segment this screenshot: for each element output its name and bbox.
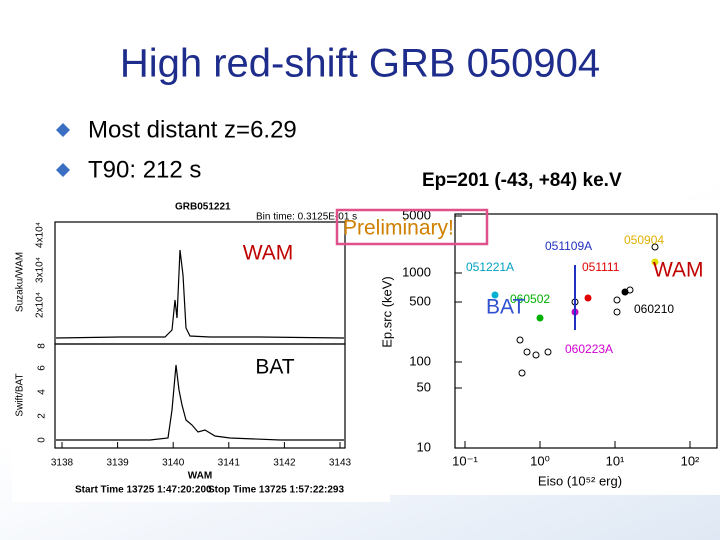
data-points xyxy=(491,243,659,377)
bullet-icon xyxy=(56,163,70,177)
amati-plot: Ep.src (keV) Eiso (10⁵² erg) 50001000500… xyxy=(379,200,720,495)
start-time: Start Time 13725 1:47:20:200 xyxy=(75,485,212,496)
x-axis-label: Eiso (10⁵² erg) xyxy=(538,473,622,488)
annotation-box xyxy=(335,208,489,246)
wam-curve xyxy=(55,249,345,339)
panel-label: WAM xyxy=(243,242,294,265)
annotation: Preliminary! xyxy=(343,217,454,240)
bin-time: Bin time: 0.3125E-01 s xyxy=(256,212,357,223)
x-tick-label: 10² xyxy=(681,453,700,468)
y-tick-label: 6 xyxy=(37,365,48,371)
x-tick-label: 3140 xyxy=(162,458,185,469)
x-tick-label: 10⁻¹ xyxy=(452,453,478,468)
grb-label: 060210 xyxy=(634,302,674,316)
x-tick-label: 10¹ xyxy=(606,453,625,468)
y-axis-label: Suzaku/WAM xyxy=(15,252,26,312)
y-tick-label: 3x10⁴ xyxy=(35,257,46,283)
stop-time: Stop Time 13725 1:57:22:293 xyxy=(208,485,344,496)
grb-label: 051111 xyxy=(582,260,620,274)
bat-label: BAT xyxy=(486,296,525,319)
y-axis-label: Swift/BAT xyxy=(15,373,26,416)
y-tick-label: 0 xyxy=(37,437,48,443)
bullet-icon xyxy=(56,123,70,137)
y-tick-label: 100 xyxy=(409,353,431,368)
bat-curve xyxy=(56,364,344,441)
x-tick-label: 3138 xyxy=(51,458,74,469)
light-curve: GRB051221 Bin time: 0.3125E-01 s WAM BAT… xyxy=(12,196,390,502)
x-tick-label: 10⁰ xyxy=(530,453,550,468)
grb-label: 060502 xyxy=(510,292,550,306)
grb-label: 051109A xyxy=(545,239,592,253)
plot-title: GRB051221 xyxy=(175,202,231,213)
slide-title: High red-shift GRB 050904 xyxy=(120,42,600,86)
grb-label: 060223A xyxy=(565,342,613,356)
y-tick-label: 10 xyxy=(417,439,431,454)
x-tick-label: 3143 xyxy=(329,458,352,469)
panel-label: BAT xyxy=(255,356,294,379)
x-tick-label: 3141 xyxy=(218,458,241,469)
y-axis-label: Ep.src (keV) xyxy=(379,276,394,348)
y-tick-label: 1000 xyxy=(402,264,431,279)
y-tick-label: 8 xyxy=(37,343,48,349)
grb-label: 051221A xyxy=(466,260,514,274)
bullet: T90: 212 s xyxy=(88,156,201,183)
bullet: Most distant z=6.29 xyxy=(88,116,297,143)
y-tick-label: 2 xyxy=(37,413,48,419)
x-tick-label: 3139 xyxy=(106,458,129,469)
y-tick-label: 4x10⁴ xyxy=(35,222,46,248)
panel-frame xyxy=(54,343,346,449)
image-bg xyxy=(12,196,390,502)
wam-label: WAM xyxy=(653,259,704,282)
y-tick-label: 2x10⁴ xyxy=(35,292,46,318)
y-tick-label: 4 xyxy=(37,389,48,395)
plot-frame xyxy=(454,213,718,449)
grb-label: 050904 xyxy=(624,233,664,247)
image-bg xyxy=(380,200,720,495)
y-tick-label: 500 xyxy=(409,293,431,308)
x-axis-label: WAM xyxy=(188,471,212,482)
ep-label: Ep=201 (-43, +84) ke.V xyxy=(422,170,622,191)
y-tick-label: 50 xyxy=(417,379,431,394)
x-tick-label: 3142 xyxy=(273,458,296,469)
